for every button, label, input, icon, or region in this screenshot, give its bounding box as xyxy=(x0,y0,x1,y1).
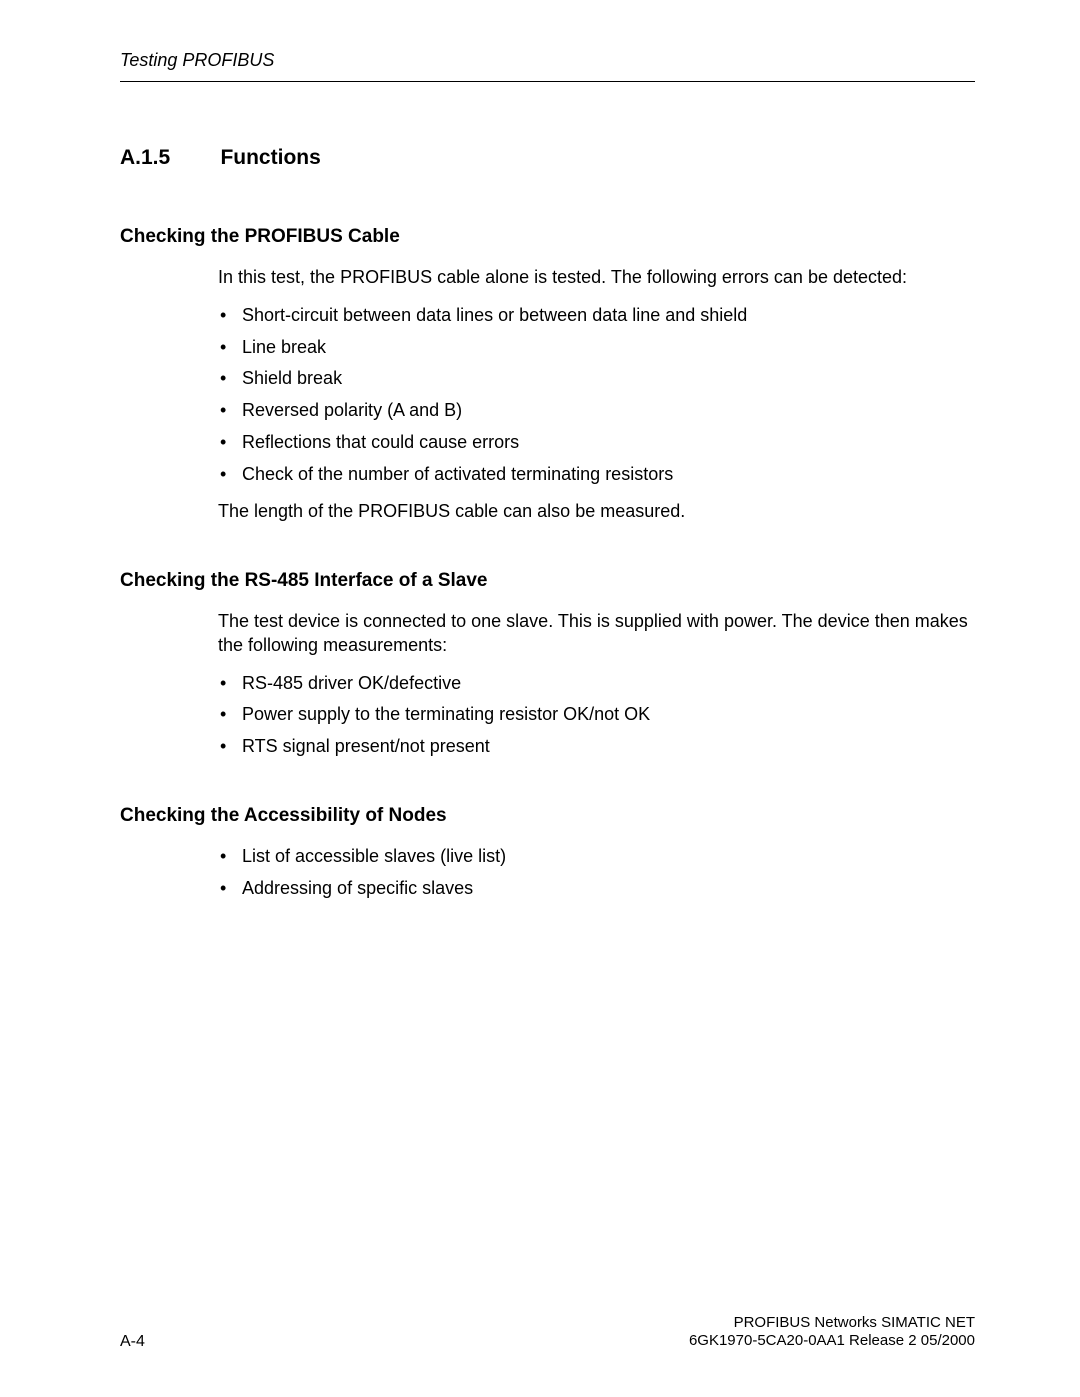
list-item: Short-circuit between data lines or betw… xyxy=(218,304,975,328)
list-item: Line break xyxy=(218,336,975,360)
list-item: Check of the number of activated termina… xyxy=(218,463,975,487)
list-item: Shield break xyxy=(218,367,975,391)
subheading-cable: Checking the PROFIBUS Cable xyxy=(120,226,975,248)
content-block-cable: In this test, the PROFIBUS cable alone i… xyxy=(218,266,975,524)
bullet-list: RS-485 driver OK/defective Power supply … xyxy=(218,672,975,759)
footer-line1: PROFIBUS Networks SIMATIC NET xyxy=(689,1314,975,1333)
page-number: A-4 xyxy=(120,1333,145,1351)
list-item: Power supply to the terminating resistor… xyxy=(218,703,975,727)
subheading-accessibility: Checking the Accessibility of Nodes xyxy=(120,805,975,827)
footer-right: PROFIBUS Networks SIMATIC NET 6GK1970-5C… xyxy=(689,1314,975,1352)
section-heading: A.1.5 Functions xyxy=(120,146,975,170)
subheading-rs485: Checking the RS-485 Interface of a Slave xyxy=(120,570,975,592)
content-block-accessibility: List of accessible slaves (live list) Ad… xyxy=(218,845,975,901)
content-block-rs485: The test device is connected to one slav… xyxy=(218,610,975,759)
section-number: A.1.5 xyxy=(120,146,216,170)
intro-para: The test device is connected to one slav… xyxy=(218,610,975,658)
list-item: List of accessible slaves (live list) xyxy=(218,845,975,869)
outro-para: The length of the PROFIBUS cable can als… xyxy=(218,500,975,524)
list-item: Addressing of specific slaves xyxy=(218,877,975,901)
footer-line2: 6GK1970-5CA20-0AA1 Release 2 05/2000 xyxy=(689,1332,975,1351)
running-header: Testing PROFIBUS xyxy=(120,50,975,82)
list-item: Reversed polarity (A and B) xyxy=(218,399,975,423)
bullet-list: Short-circuit between data lines or betw… xyxy=(218,304,975,487)
list-item: RS-485 driver OK/defective xyxy=(218,672,975,696)
bullet-list: List of accessible slaves (live list) Ad… xyxy=(218,845,975,901)
intro-para: In this test, the PROFIBUS cable alone i… xyxy=(218,266,975,290)
section-title: Functions xyxy=(220,146,320,170)
list-item: Reflections that could cause errors xyxy=(218,431,975,455)
list-item: RTS signal present/not present xyxy=(218,735,975,759)
